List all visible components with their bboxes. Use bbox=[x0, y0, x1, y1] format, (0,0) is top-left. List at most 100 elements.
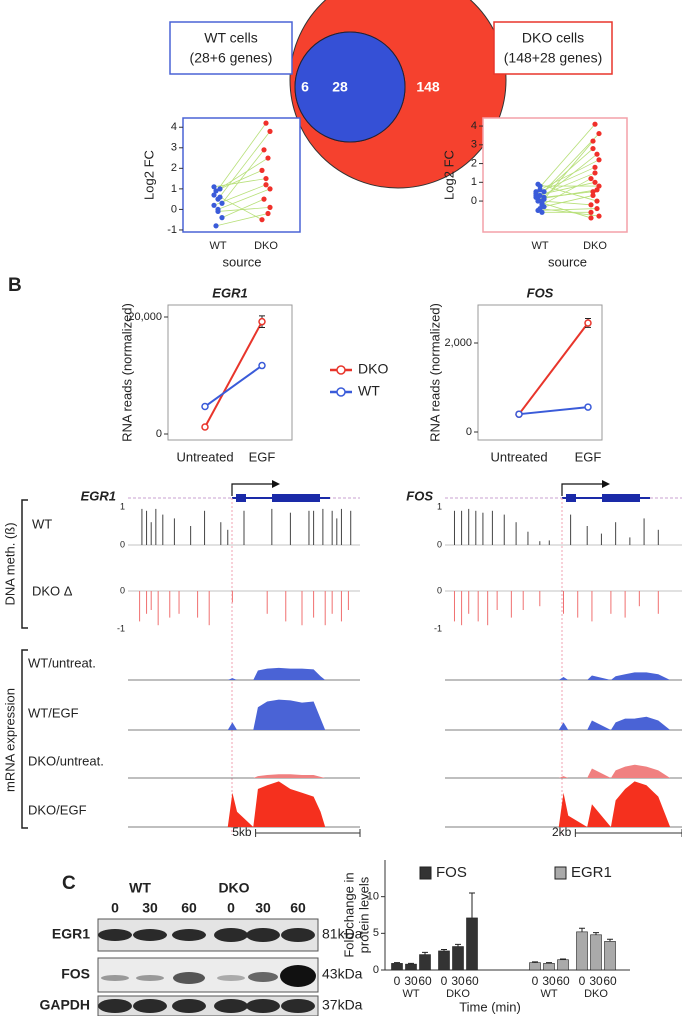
x-tick-label: WT bbox=[209, 240, 226, 252]
plot-frame bbox=[167, 304, 293, 441]
panel-label: C bbox=[62, 873, 76, 894]
point bbox=[201, 423, 209, 431]
y-axis-label: RNA reads (normalized) bbox=[119, 303, 134, 442]
gene-exon bbox=[566, 494, 576, 502]
y-tick-label: 4 bbox=[171, 121, 177, 133]
plot-frame bbox=[477, 304, 603, 441]
gene-exon bbox=[272, 494, 320, 502]
bar bbox=[576, 931, 588, 971]
x-tick-label: 60 bbox=[556, 974, 570, 988]
point bbox=[213, 188, 219, 194]
point bbox=[219, 215, 225, 221]
point bbox=[263, 182, 269, 188]
scale-bar bbox=[574, 829, 682, 837]
point bbox=[590, 192, 596, 199]
error-bar bbox=[469, 892, 475, 918]
y-tick-label: 0 bbox=[156, 428, 162, 440]
point bbox=[265, 155, 271, 161]
y-axis-label: Log2 FC bbox=[441, 150, 456, 200]
point bbox=[267, 128, 273, 134]
blot-protein: FOS bbox=[61, 966, 90, 982]
expr-area bbox=[227, 781, 326, 827]
track-label: WT/untreat. bbox=[28, 655, 96, 670]
expr-area bbox=[227, 699, 326, 730]
point bbox=[594, 198, 600, 204]
blot-group: WT bbox=[129, 880, 151, 896]
error-bar bbox=[455, 943, 461, 947]
point bbox=[594, 205, 600, 212]
x-tick-label: Untreated bbox=[490, 449, 547, 464]
legend-marker bbox=[336, 365, 346, 375]
wt-box bbox=[169, 21, 293, 75]
blot-protein: GAPDH bbox=[39, 997, 90, 1013]
band bbox=[133, 929, 167, 941]
y-axis-label: Log2 FC bbox=[141, 150, 156, 200]
x-axis-label: source bbox=[222, 254, 261, 269]
blot-lane: 30 bbox=[142, 900, 158, 916]
point bbox=[217, 186, 223, 192]
point bbox=[539, 209, 545, 215]
group-label: DKO bbox=[446, 988, 470, 1000]
bracket bbox=[21, 499, 28, 629]
point bbox=[594, 187, 600, 193]
y-tick-label: 0 bbox=[120, 539, 125, 549]
legend-swatch bbox=[419, 866, 432, 880]
band bbox=[136, 975, 164, 981]
band bbox=[101, 975, 129, 981]
x-tick-label: DKO bbox=[254, 240, 278, 252]
point bbox=[533, 194, 539, 200]
bar bbox=[405, 963, 417, 971]
track-label: DKO Δ bbox=[32, 583, 73, 598]
x-tick-label: DKO bbox=[583, 240, 607, 252]
x-tick-label: 0 bbox=[394, 974, 401, 988]
blot-lane: 30 bbox=[255, 900, 271, 916]
y-tick-label: 2 bbox=[471, 157, 477, 169]
band bbox=[172, 929, 206, 941]
y-tick-label: 5 bbox=[373, 927, 379, 939]
point bbox=[201, 402, 209, 411]
venn-count: 28 bbox=[332, 79, 348, 95]
bar bbox=[391, 963, 403, 971]
venn-overlap-area bbox=[295, 32, 405, 142]
pair-line bbox=[221, 149, 265, 204]
y-axis-label: Fold change in bbox=[341, 872, 356, 957]
point bbox=[594, 151, 600, 157]
point bbox=[537, 187, 543, 193]
x-tick-label: EGF bbox=[575, 449, 602, 464]
point bbox=[219, 200, 225, 206]
track-label: WT bbox=[32, 516, 52, 531]
y-tick-label: 2 bbox=[171, 162, 177, 174]
chart-title: EGR1 bbox=[212, 285, 247, 300]
error-bar bbox=[579, 927, 585, 932]
point bbox=[588, 202, 594, 208]
expr-area bbox=[558, 781, 671, 827]
point bbox=[265, 210, 271, 217]
band bbox=[172, 999, 206, 1013]
track-group-label: mRNA expression bbox=[2, 688, 17, 792]
point bbox=[592, 121, 598, 127]
point bbox=[515, 410, 523, 418]
point bbox=[596, 157, 602, 163]
error-bar bbox=[607, 938, 613, 942]
point bbox=[535, 181, 541, 187]
series-line bbox=[518, 406, 589, 416]
point bbox=[213, 223, 219, 229]
pair-line bbox=[213, 178, 267, 188]
x-tick-label: Untreated bbox=[176, 449, 233, 464]
pair-line bbox=[535, 166, 596, 194]
pair-line bbox=[541, 178, 592, 206]
y-axis-label: protein levels bbox=[356, 876, 371, 953]
y-tick-label: 0 bbox=[437, 585, 442, 595]
legend-label: FOS bbox=[436, 864, 467, 881]
y-tick-label: 4 bbox=[471, 120, 477, 132]
series-line bbox=[518, 322, 589, 415]
pair-line bbox=[217, 131, 271, 200]
point bbox=[211, 184, 217, 190]
gene-label: EGR1 bbox=[81, 488, 116, 503]
x-tick-label: 30 bbox=[542, 974, 556, 988]
point bbox=[261, 196, 267, 202]
band bbox=[214, 999, 248, 1013]
x-tick-label: WT bbox=[531, 240, 548, 252]
band bbox=[173, 972, 205, 984]
